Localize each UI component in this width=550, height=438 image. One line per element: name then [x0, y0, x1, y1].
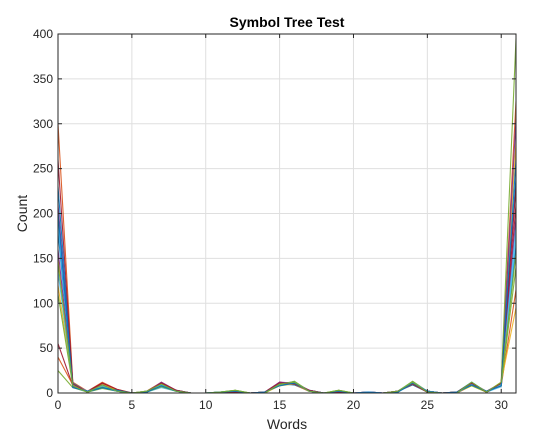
x-tick-label: 0	[55, 398, 62, 412]
x-axis-label: Words	[267, 416, 307, 432]
x-tick-label: 20	[347, 398, 361, 412]
y-tick-label: 0	[46, 386, 53, 400]
x-tick-label: 10	[199, 398, 213, 412]
x-tick-label: 15	[273, 398, 287, 412]
y-tick-label: 100	[33, 296, 53, 310]
x-tick-label: 30	[495, 398, 509, 412]
y-axis-label: Count	[14, 195, 30, 232]
y-tick-label: 350	[33, 72, 53, 86]
y-tick-label: 50	[40, 341, 54, 355]
x-tick-label: 25	[421, 398, 435, 412]
y-tick-label: 150	[33, 251, 53, 265]
chart-title: Symbol Tree Test	[230, 14, 345, 30]
y-tick-label: 400	[33, 27, 53, 41]
y-tick-label: 300	[33, 117, 53, 131]
y-tick-label: 200	[33, 207, 53, 221]
y-tick-label: 250	[33, 162, 53, 176]
x-tick-label: 5	[129, 398, 136, 412]
